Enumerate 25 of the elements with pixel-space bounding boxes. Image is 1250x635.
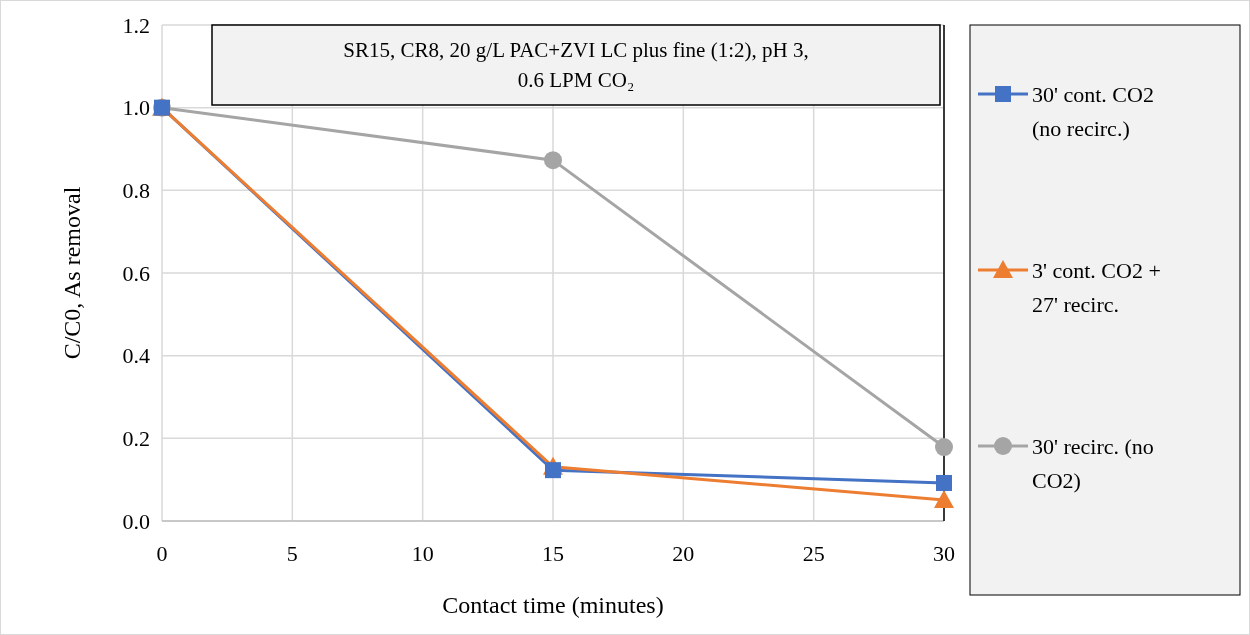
y-tick-label: 0.2 — [122, 426, 150, 452]
point — [934, 489, 954, 508]
y-tick-label: 0.4 — [122, 343, 150, 369]
y-tick-label: 1.2 — [122, 12, 150, 38]
y-axis-title: C/C0, As removal — [59, 186, 85, 360]
x-tick-label: 20 — [672, 541, 695, 566]
x-axis-title: Contact time (minutes) — [442, 592, 664, 618]
x-tick-label: 25 — [802, 541, 825, 566]
text: SR15, CR8, 20 g/L PAC+ZVI LC plus fine (1:2), pH 3, 0.6 LPM CO₂ — [343, 38, 809, 92]
x-tick-label: 5 — [286, 541, 298, 566]
x-tick-label: 0 — [156, 541, 168, 566]
y-tick-label: 0.0 — [122, 508, 150, 534]
point — [545, 462, 561, 479]
y-tick-label: 0.6 — [122, 260, 150, 286]
x-tick-label: 15 — [542, 541, 564, 566]
legend-label: 30' recirc. (no CO2) — [1032, 433, 1154, 493]
y-tick-label: 0.8 — [122, 178, 150, 204]
y-tick-label: 1.0 — [122, 95, 150, 121]
legend-label: 3' cont. CO2 + 27' recirc. — [1032, 257, 1161, 317]
x-tick-label: 10 — [411, 541, 434, 566]
point — [935, 438, 953, 457]
legend-label: 30' cont. CO2 (no recirc.) — [1032, 81, 1154, 141]
x-tick-label: 30 — [933, 541, 955, 566]
point — [544, 151, 562, 170]
point — [936, 474, 952, 491]
